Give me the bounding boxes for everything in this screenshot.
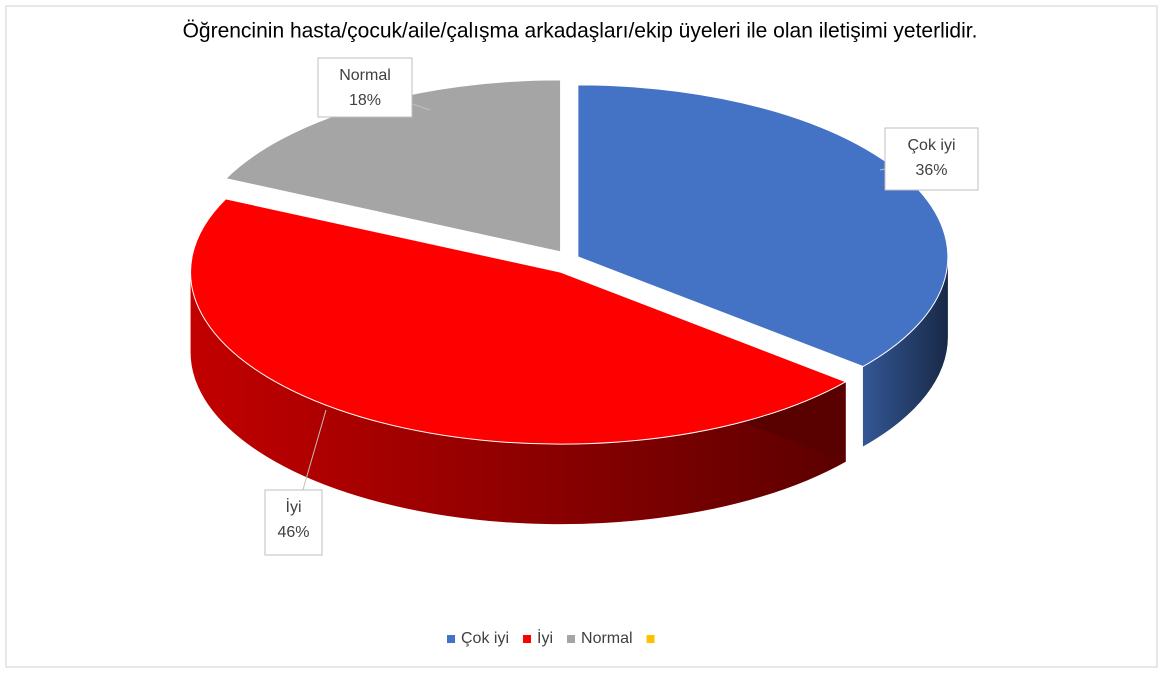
pie xyxy=(190,79,949,525)
data-label-value: 18% xyxy=(349,92,381,109)
callout-box xyxy=(317,57,413,118)
data-label-value: 36% xyxy=(915,162,947,179)
legend-marker xyxy=(646,635,655,643)
chart-title: Öğrencinin hasta/çocuk/aile/çalışma arka… xyxy=(183,20,978,43)
legend-label: İyi xyxy=(537,628,553,647)
slice xyxy=(190,198,847,445)
callout-box xyxy=(264,489,323,556)
legend-label: Çok iyi xyxy=(461,630,509,647)
legend: Çok iyi İyi Normal xyxy=(447,628,655,647)
data-label-value: 46% xyxy=(277,524,309,541)
data-label-name: Normal xyxy=(339,67,391,84)
legend-marker xyxy=(523,635,532,643)
legend-marker xyxy=(447,635,455,643)
data-label-name: İyi xyxy=(286,497,302,516)
slice-side-shade xyxy=(190,272,846,525)
data-labels: Çok iyi 36% İyi 46% Normal 18% xyxy=(264,57,979,556)
callout-box xyxy=(884,127,979,191)
slice-side-shade xyxy=(862,256,948,447)
data-label-name: Çok iyi xyxy=(907,137,955,154)
legend-label: Normal xyxy=(581,630,633,647)
legend-marker xyxy=(567,635,576,643)
